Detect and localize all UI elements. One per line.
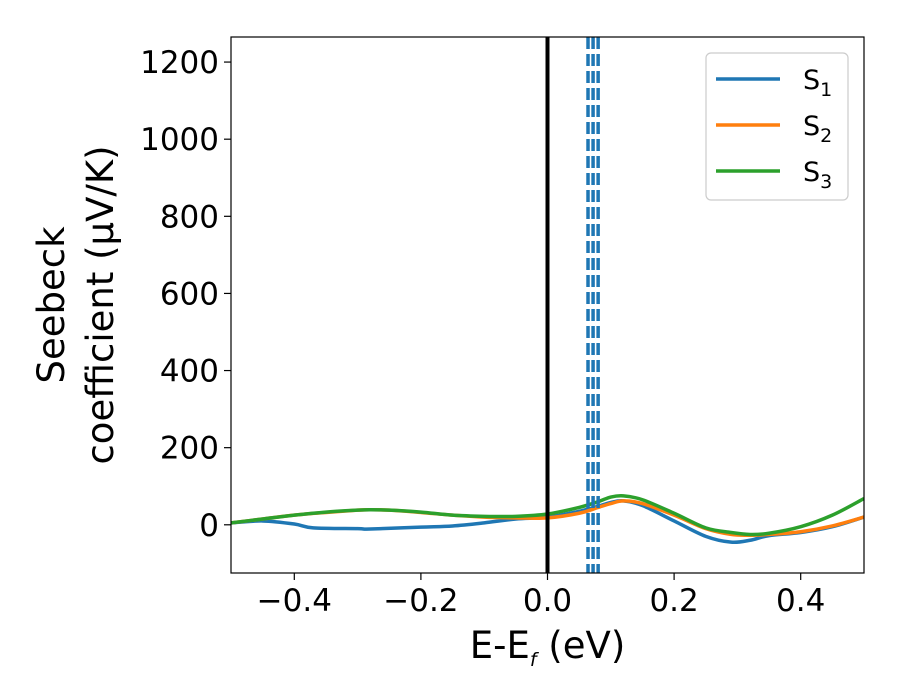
y-tick-label: 600 <box>160 276 219 312</box>
series-line-s3 <box>231 493 864 537</box>
y-tick-label: 1200 <box>140 45 219 81</box>
legend-label-1: S1 <box>803 65 832 101</box>
legend-label-2: S2 <box>803 111 832 147</box>
legend-label-3: S3 <box>803 157 832 193</box>
x-axis-label: E-Ef (eV) <box>470 624 626 671</box>
x-tick-label: 0.2 <box>649 583 698 619</box>
y-axis-label-line2: coefficient (μV/K) <box>79 145 122 464</box>
plot-frame <box>230 36 865 574</box>
x-axis-label-sub: f <box>530 649 540 671</box>
x-axis-label-suffix: (eV) <box>537 624 626 667</box>
legend: S1 S2 S3 <box>705 52 849 201</box>
x-tick-label: 0.4 <box>776 583 825 619</box>
y-tick-label: 800 <box>160 199 219 235</box>
plot-area <box>231 37 864 573</box>
y-tick-label: 1000 <box>140 122 219 158</box>
x-tick-label: 0.0 <box>523 583 572 619</box>
y-tick-label: 400 <box>160 354 219 390</box>
y-axis-label: Seebeck coefficient (μV/K) <box>30 145 122 464</box>
y-tick-label: 200 <box>160 431 219 467</box>
ticks: −0.4 −0.2 0.0 0.2 0.4 0 200 400 600 800 1000 1200 <box>140 45 825 619</box>
y-tick-label: 0 <box>199 508 219 544</box>
x-tick-label: −0.4 <box>257 583 332 619</box>
y-axis-label-line1: Seebeck <box>30 226 73 384</box>
x-tick-label: −0.2 <box>383 583 458 619</box>
x-axis-label-main: E-E <box>470 624 530 667</box>
